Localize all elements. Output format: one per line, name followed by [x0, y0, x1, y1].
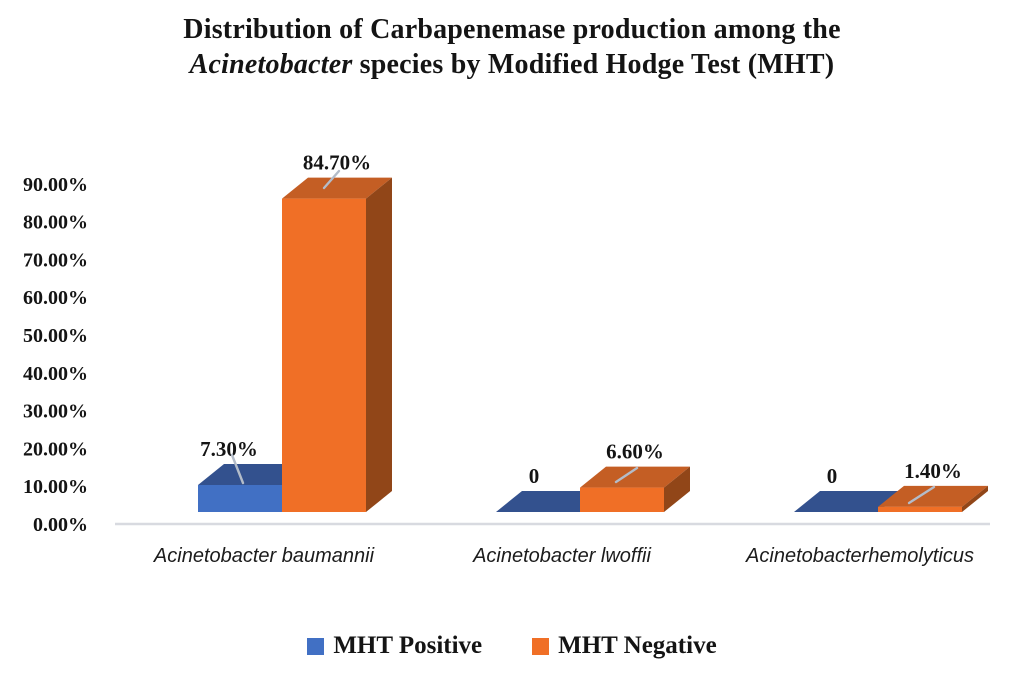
chart-title-line2-rest: species by Modified Hodge Test (MHT) — [352, 49, 835, 80]
chart-title-line2: Acinetobacter species by Modified Hodge … — [0, 47, 1024, 82]
data-label: 1.40% — [904, 459, 962, 483]
y-axis-tick-label: 10.00% — [23, 476, 88, 498]
data-label: 84.70% — [303, 151, 371, 175]
label-leader-line — [907, 485, 936, 505]
category-label: Acinetobacterhemolyticus — [745, 545, 974, 567]
y-axis-tick-label: 40.00% — [23, 363, 88, 385]
label-leader-line — [230, 453, 245, 485]
data-label: 0 — [827, 464, 838, 488]
bar-side-face — [664, 466, 690, 512]
bar-floor-face — [794, 491, 904, 512]
y-axis-tick-label: 60.00% — [23, 287, 88, 309]
category-label: Acinetobacter lwoffii — [472, 545, 651, 567]
y-axis-tick-label: 0.00% — [33, 514, 88, 536]
bar-top-face — [282, 177, 392, 199]
y-axis-tick-label: 90.00% — [23, 174, 88, 196]
legend-swatch-positive-icon — [307, 637, 325, 655]
legend-item-mht-negative: MHT Negative — [532, 632, 717, 660]
y-axis-tick-label: 80.00% — [23, 212, 88, 234]
bar-top-face — [580, 466, 690, 488]
legend-label-positive: MHT Positive — [333, 632, 483, 659]
bar-front-face — [878, 506, 962, 512]
chart-title: Distribution of Carbapenemase production… — [0, 12, 1024, 82]
y-axis-tick-label: 70.00% — [23, 249, 88, 271]
legend-item-mht-positive: MHT Positive — [307, 632, 482, 660]
label-leader-line — [614, 466, 639, 484]
legend-swatch-negative-icon — [532, 637, 550, 655]
legend-label-negative: MHT Negative — [558, 632, 717, 659]
data-label: 0 — [529, 464, 540, 488]
y-axis-tick-label: 30.00% — [23, 401, 88, 423]
chart-title-species-italic: Acinetobacter — [189, 49, 353, 80]
label-leader-line — [322, 169, 341, 190]
legend: MHT Positive MHT Negative — [0, 632, 1024, 660]
bar-floor-face — [496, 491, 606, 512]
bar-front-face — [198, 484, 282, 512]
category-label: Acinetobacter baumannii — [153, 545, 375, 567]
chart-title-line1: Distribution of Carbapenemase production… — [183, 14, 841, 45]
data-label: 7.30% — [200, 437, 258, 461]
bar-top-face — [878, 485, 988, 507]
y-axis-tick-label: 50.00% — [23, 325, 88, 347]
bar-side-face — [962, 485, 988, 512]
plot-area: 0.00% 10.00% 20.00% 30.00% 40.00% 50.00% 60.00… — [23, 151, 990, 567]
bar-front-face — [580, 487, 664, 512]
bar-top-face — [198, 463, 308, 485]
data-label: 6.60% — [606, 440, 664, 464]
bar-front-face — [282, 198, 366, 513]
y-axis-tick-label: 20.00% — [23, 438, 88, 460]
bar-side-face — [366, 177, 392, 513]
